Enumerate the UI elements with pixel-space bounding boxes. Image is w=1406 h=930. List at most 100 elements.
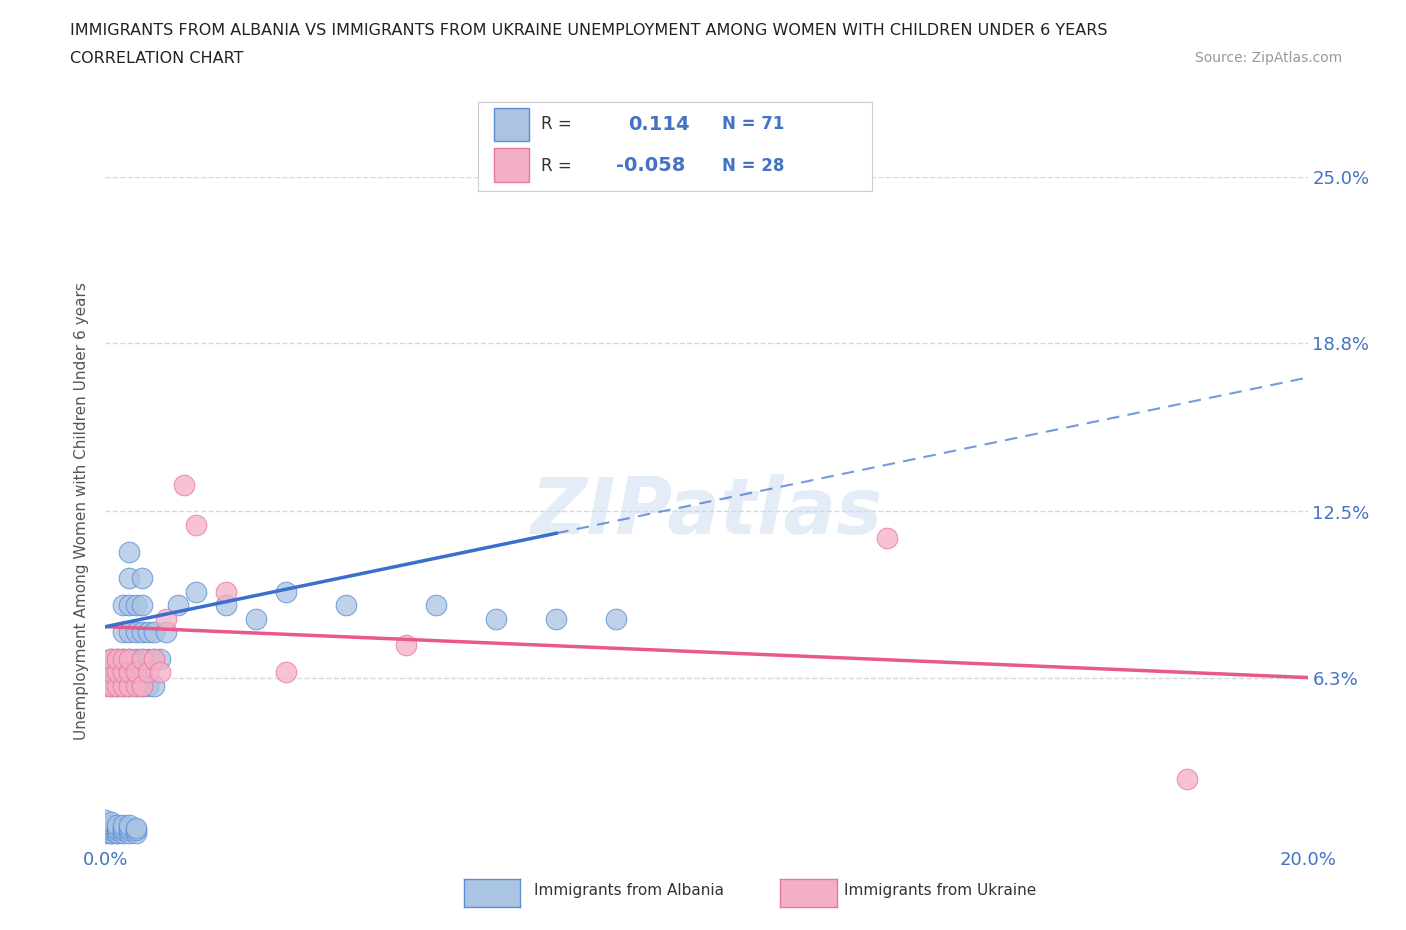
Point <box>118 820 141 835</box>
FancyBboxPatch shape <box>494 108 529 141</box>
Point <box>118 571 141 586</box>
Point <box>166 598 188 613</box>
Point <box>124 823 146 838</box>
Point <box>100 678 122 693</box>
Point <box>214 598 236 613</box>
Point <box>131 625 153 640</box>
Point <box>136 625 159 640</box>
Point <box>184 584 207 599</box>
Point <box>124 678 146 693</box>
Text: Immigrants from Albania: Immigrants from Albania <box>534 884 724 898</box>
Point <box>100 817 122 832</box>
Point <box>155 611 177 626</box>
Text: 0.114: 0.114 <box>627 115 689 134</box>
Point <box>131 678 153 693</box>
Text: R =: R = <box>541 115 572 133</box>
Point <box>107 665 129 680</box>
Point <box>118 823 141 838</box>
Point <box>112 625 135 640</box>
Point <box>605 611 627 626</box>
Point <box>245 611 267 626</box>
Point <box>118 678 141 693</box>
Point <box>136 651 159 666</box>
Point <box>94 812 117 827</box>
Point <box>107 665 129 680</box>
Point <box>142 651 165 666</box>
Point <box>142 678 165 693</box>
Point <box>112 678 135 693</box>
Point <box>124 665 146 680</box>
Point <box>118 665 141 680</box>
Point <box>274 665 297 680</box>
Point <box>107 826 129 841</box>
Point <box>1175 772 1198 787</box>
Point <box>118 598 141 613</box>
Point <box>112 826 135 841</box>
Point <box>485 611 508 626</box>
Point <box>173 477 195 492</box>
Text: R =: R = <box>541 157 572 175</box>
Point <box>148 651 170 666</box>
Point <box>107 820 129 835</box>
Point <box>107 678 129 693</box>
Point <box>274 584 297 599</box>
Point <box>546 611 568 626</box>
Point <box>425 598 447 613</box>
Point <box>131 651 153 666</box>
Point <box>107 817 129 832</box>
Point <box>118 678 141 693</box>
FancyBboxPatch shape <box>494 148 529 182</box>
Point <box>876 531 898 546</box>
Point <box>112 651 135 666</box>
Point <box>142 651 165 666</box>
Point <box>124 820 146 835</box>
Point <box>118 665 141 680</box>
Point <box>100 651 122 666</box>
Point <box>112 665 135 680</box>
Point <box>214 584 236 599</box>
Point <box>118 651 141 666</box>
Point <box>94 826 117 841</box>
Text: N = 71: N = 71 <box>723 115 785 133</box>
Point <box>107 826 129 841</box>
Point <box>124 598 146 613</box>
Point <box>118 826 141 841</box>
Point <box>131 651 153 666</box>
Point <box>124 625 146 640</box>
Point <box>131 571 153 586</box>
Point <box>118 625 141 640</box>
Point <box>124 678 146 693</box>
Text: Immigrants from Ukraine: Immigrants from Ukraine <box>844 884 1036 898</box>
Text: -0.058: -0.058 <box>616 156 685 176</box>
Point <box>142 625 165 640</box>
Point <box>100 665 122 680</box>
Point <box>131 678 153 693</box>
Point <box>100 665 122 680</box>
Point <box>395 638 418 653</box>
Point <box>107 678 129 693</box>
Point <box>131 598 153 613</box>
Point <box>131 665 153 680</box>
Point <box>148 665 170 680</box>
Point <box>118 544 141 559</box>
Point <box>136 678 159 693</box>
Point <box>100 678 122 693</box>
Point <box>124 665 146 680</box>
Y-axis label: Unemployment Among Women with Children Under 6 years: Unemployment Among Women with Children U… <box>75 283 90 740</box>
Point <box>107 823 129 838</box>
Point <box>100 651 122 666</box>
Text: N = 28: N = 28 <box>723 157 785 175</box>
Point <box>112 817 135 832</box>
Point <box>118 651 141 666</box>
Point <box>100 820 122 835</box>
Point <box>112 665 135 680</box>
Point <box>100 823 122 838</box>
Text: CORRELATION CHART: CORRELATION CHART <box>70 51 243 66</box>
Text: ZIPatlas: ZIPatlas <box>530 473 883 550</box>
Point <box>335 598 357 613</box>
Point <box>94 678 117 693</box>
Point <box>124 826 146 841</box>
Point <box>112 823 135 838</box>
Text: IMMIGRANTS FROM ALBANIA VS IMMIGRANTS FROM UKRAINE UNEMPLOYMENT AMONG WOMEN WITH: IMMIGRANTS FROM ALBANIA VS IMMIGRANTS FR… <box>70 23 1108 38</box>
Point <box>112 678 135 693</box>
